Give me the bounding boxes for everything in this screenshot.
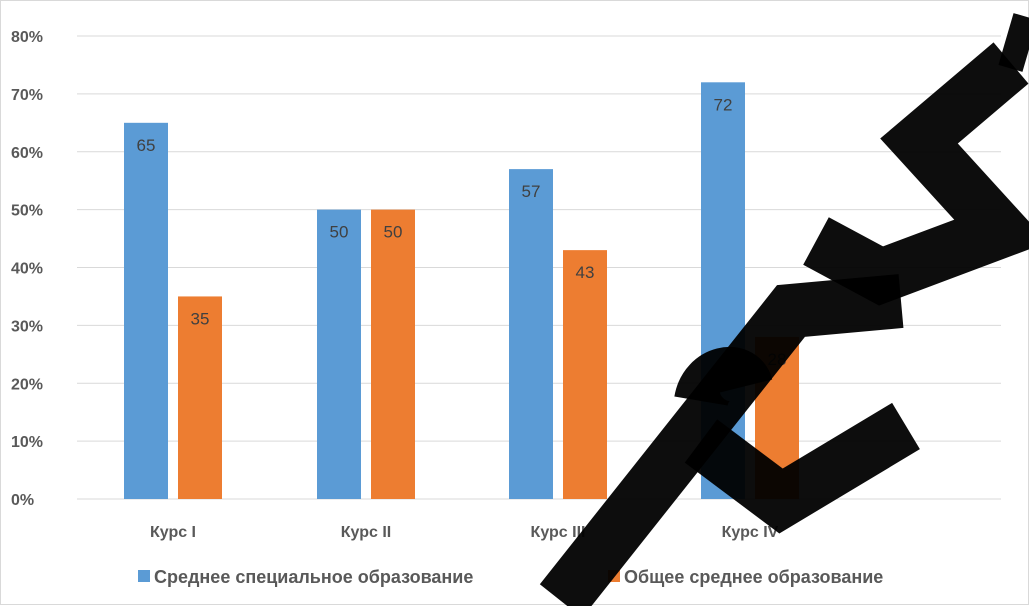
- y-tick-label: 70%: [11, 87, 43, 104]
- y-tick-label: 40%: [11, 261, 43, 278]
- legend-swatch: [138, 570, 150, 582]
- y-tick-label: 80%: [11, 29, 43, 46]
- watermark-stroke: [674, 347, 773, 409]
- watermark-stroke: [998, 13, 1029, 72]
- watermark-stroke: [684, 402, 920, 534]
- legend-label: Общее среднее образование: [624, 567, 883, 587]
- bar-series-2: [563, 250, 607, 499]
- y-tick-label: 0%: [11, 492, 34, 509]
- watermark-stroke: [803, 42, 1029, 306]
- y-tick-label: 60%: [11, 145, 43, 162]
- bar-series-1: [317, 209, 361, 499]
- data-label: 50: [384, 223, 403, 242]
- category-label: Курс IV: [722, 524, 779, 541]
- bar-series-1: [509, 169, 553, 500]
- legend: Среднее специальное образование Общее сре…: [138, 567, 883, 587]
- category-label: Курс I: [150, 524, 196, 541]
- watermark: [539, 13, 1029, 606]
- y-axis-ticks: 0% 10% 20% 30% 40% 50% 60% 70% 80%: [11, 29, 43, 509]
- watermark-stroke: [539, 274, 904, 606]
- bar-series-2: [178, 296, 222, 499]
- y-tick-label: 50%: [11, 203, 43, 220]
- data-label: 57: [522, 182, 541, 201]
- data-label: 72: [714, 95, 733, 114]
- y-tick-label: 10%: [11, 434, 43, 451]
- data-label: 50: [330, 223, 349, 242]
- data-label: 65: [137, 136, 156, 155]
- bar-series-1: [124, 122, 168, 499]
- category-label: Курс III: [531, 524, 586, 541]
- data-label: 35: [191, 309, 210, 328]
- bar-series-2: [371, 209, 415, 499]
- x-axis-categories: Курс I Курс II Курс III Курс IV: [150, 524, 779, 541]
- legend-label: Среднее специальное образование: [154, 567, 473, 587]
- y-tick-label: 20%: [11, 376, 43, 393]
- y-tick-label: 30%: [11, 318, 43, 335]
- category-label: Курс II: [341, 524, 391, 541]
- data-label: 43: [576, 263, 595, 282]
- bars: [124, 82, 799, 500]
